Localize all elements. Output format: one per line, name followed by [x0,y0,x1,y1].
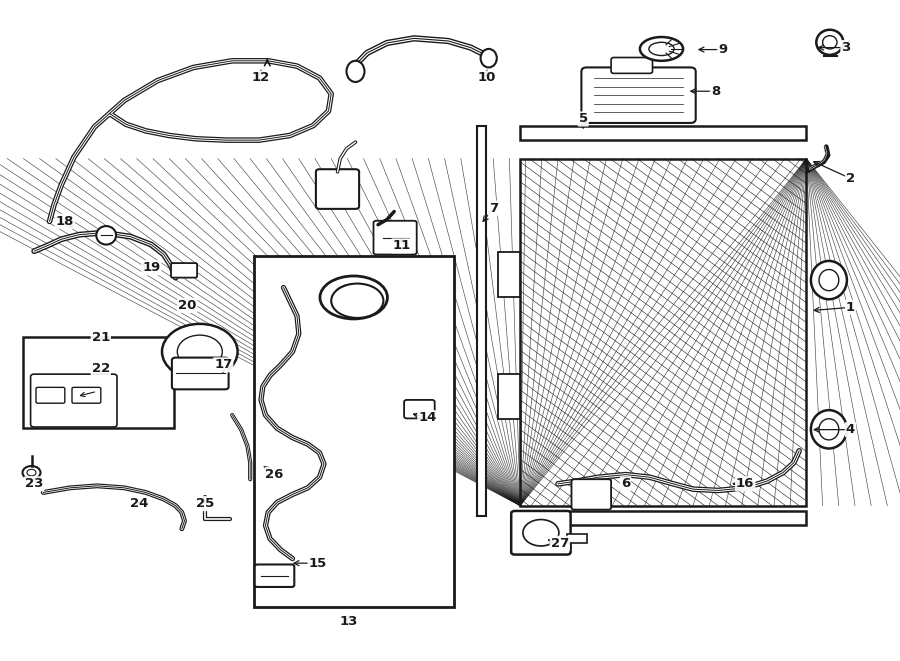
Bar [520,126,806,140]
Ellipse shape [320,276,387,319]
Bar [567,534,587,543]
Text: 20: 20 [178,299,196,312]
FancyBboxPatch shape [374,221,417,254]
Text: 15: 15 [309,557,327,570]
Circle shape [162,324,238,379]
Bar [520,511,806,525]
Text: 16: 16 [736,477,754,490]
Bar [498,253,520,297]
Text: 14: 14 [418,411,436,424]
Text: 12: 12 [252,71,270,85]
Text: 3: 3 [842,41,850,54]
Text: 4: 4 [846,423,855,436]
Bar [22,337,174,428]
Text: 6: 6 [621,477,630,490]
Ellipse shape [331,284,383,318]
Text: 7: 7 [489,202,498,215]
Text: 25: 25 [196,497,214,510]
Text: 5: 5 [579,112,588,126]
FancyBboxPatch shape [172,358,229,389]
Bar [477,126,486,516]
Text: 21: 21 [92,330,110,344]
FancyBboxPatch shape [581,67,696,123]
Bar [498,374,520,419]
Bar [254,256,454,607]
Text: 13: 13 [340,615,358,628]
Ellipse shape [816,30,843,55]
Text: 19: 19 [142,261,160,274]
Ellipse shape [346,61,364,82]
FancyBboxPatch shape [404,400,435,418]
Text: 24: 24 [130,497,148,510]
Ellipse shape [811,261,847,299]
Text: 1: 1 [846,301,855,314]
Ellipse shape [96,226,116,245]
Ellipse shape [640,37,683,61]
Text: 8: 8 [711,85,720,98]
Text: 10: 10 [478,71,496,85]
FancyBboxPatch shape [572,479,611,510]
Text: 11: 11 [392,239,410,253]
FancyBboxPatch shape [171,263,197,278]
Ellipse shape [811,410,847,448]
Ellipse shape [481,49,497,67]
Text: 2: 2 [846,172,855,185]
Text: 27: 27 [551,537,569,550]
Bar [520,159,806,506]
FancyBboxPatch shape [316,169,359,209]
Text: 26: 26 [266,468,284,481]
FancyBboxPatch shape [611,58,652,73]
Text: 9: 9 [718,43,727,56]
Text: 22: 22 [92,362,110,375]
Circle shape [22,466,40,479]
Text: 18: 18 [56,215,74,228]
Text: 17: 17 [214,358,232,371]
Text: 23: 23 [25,477,43,490]
FancyBboxPatch shape [511,511,571,555]
FancyBboxPatch shape [255,564,294,587]
